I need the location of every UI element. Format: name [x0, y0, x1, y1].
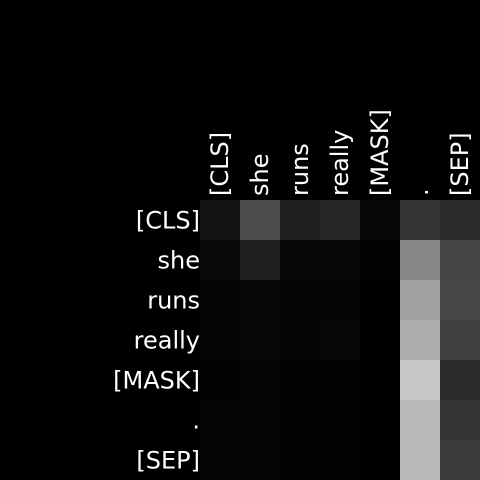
heatmap-cell-2-3: [320, 280, 360, 320]
heatmap-cell-6-5: [400, 440, 440, 480]
heatmap-cell-5-4: [360, 400, 400, 440]
heatmap-cell-5-2: [280, 400, 320, 440]
heatmap-cell-5-1: [240, 400, 280, 440]
heatmap-cell-3-1: [240, 320, 280, 360]
heatmap-cell-4-1: [240, 360, 280, 400]
heatmap-cell-6-4: [360, 440, 400, 480]
x-tick-label: really: [326, 130, 354, 196]
heatmap-cell-4-2: [280, 360, 320, 400]
heatmap-cell-4-6: [440, 360, 480, 400]
y-tick-label: .: [192, 407, 200, 435]
heatmap-cell-6-3: [320, 440, 360, 480]
x-tick-labels: [CLS] she runs really [MASK]. [SEP]: [206, 109, 474, 196]
heatmap-cell-2-2: [280, 280, 320, 320]
heatmap-cell-2-0: [200, 280, 240, 320]
heatmap-cell-1-6: [440, 240, 480, 280]
heatmap-cell-1-4: [360, 240, 400, 280]
heatmap-cell-6-2: [280, 440, 320, 480]
y-tick-label: [SEP]: [136, 447, 200, 475]
heatmap-cell-4-5: [400, 360, 440, 400]
heatmap-cell-6-0: [200, 440, 240, 480]
x-tick-label: [MASK]: [366, 109, 394, 196]
heatmap-cell-5-3: [320, 400, 360, 440]
heatmap-cell-3-4: [360, 320, 400, 360]
heatmap-cell-5-0: [200, 400, 240, 440]
heatmap-cell-2-6: [440, 280, 480, 320]
y-tick-label: [CLS]: [136, 207, 200, 235]
heatmap-cell-0-2: [280, 200, 320, 240]
y-tick-labels: [CLS] she runs really [MASK]. [SEP]: [113, 207, 200, 475]
heatmap-cells: [200, 200, 480, 480]
x-tick-label: .: [406, 188, 434, 196]
y-tick-label: really: [134, 327, 200, 355]
heatmap-cell-0-5: [400, 200, 440, 240]
heatmap-cell-3-0: [200, 320, 240, 360]
heatmap-cell-6-6: [440, 440, 480, 480]
heatmap-cell-3-6: [440, 320, 480, 360]
heatmap-cell-5-5: [400, 400, 440, 440]
heatmap-cell-4-3: [320, 360, 360, 400]
heatmap-cell-6-1: [240, 440, 280, 480]
x-tick-label: [SEP]: [446, 132, 474, 196]
heatmap-cell-1-0: [200, 240, 240, 280]
y-tick-label: [MASK]: [113, 367, 200, 395]
heatmap-cell-3-2: [280, 320, 320, 360]
y-tick-label: she: [158, 247, 200, 275]
heatmap-cell-0-6: [440, 200, 480, 240]
heatmap-cell-0-0: [200, 200, 240, 240]
heatmap-cell-4-4: [360, 360, 400, 400]
heatmap-cell-2-5: [400, 280, 440, 320]
x-tick-label: runs: [286, 143, 314, 196]
heatmap-cell-3-5: [400, 320, 440, 360]
heatmap-cell-5-6: [440, 400, 480, 440]
heatmap-cell-4-0: [200, 360, 240, 400]
heatmap-cell-1-2: [280, 240, 320, 280]
x-tick-label: she: [246, 154, 274, 196]
heatmap-cell-0-4: [360, 200, 400, 240]
heatmap-cell-1-1: [240, 240, 280, 280]
heatmap-cell-3-3: [320, 320, 360, 360]
heatmap-cell-1-5: [400, 240, 440, 280]
heatmap-cell-2-4: [360, 280, 400, 320]
heatmap-cell-2-1: [240, 280, 280, 320]
heatmap-cell-1-3: [320, 240, 360, 280]
heatmap-cell-0-3: [320, 200, 360, 240]
heatmap-cell-0-1: [240, 200, 280, 240]
x-tick-label: [CLS]: [206, 132, 234, 196]
y-tick-label: runs: [147, 287, 200, 315]
